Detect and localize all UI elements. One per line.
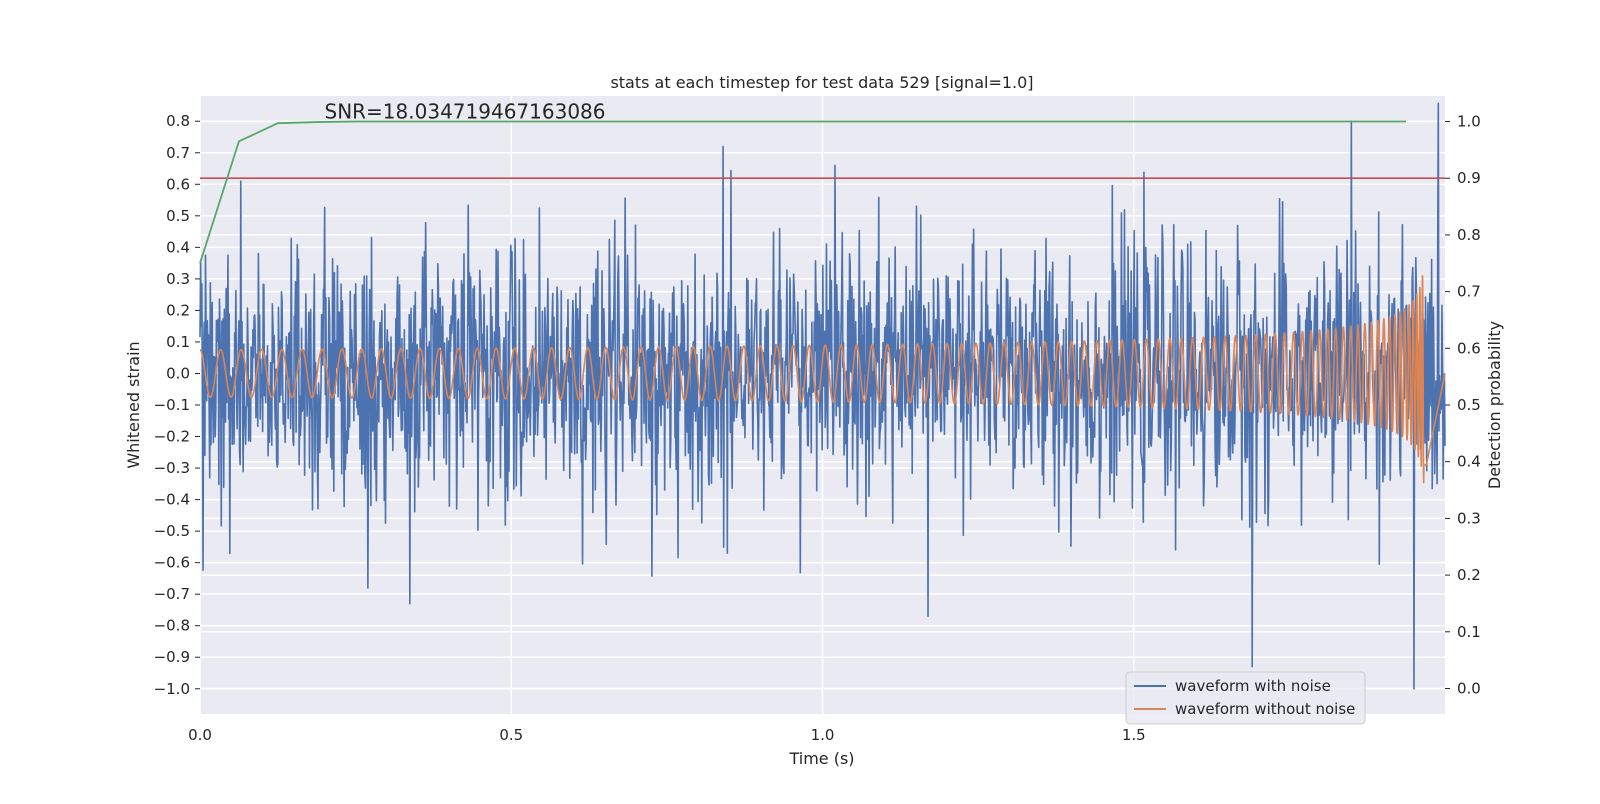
y-tick-label: 0.5 — [166, 207, 190, 225]
y2-tick-label: 1.0 — [1457, 113, 1481, 131]
series-waveform-without-noise — [199, 274, 1446, 484]
y2-tick-label: 0.0 — [1457, 679, 1481, 697]
y2-tick-label: 0.6 — [1457, 339, 1481, 357]
chart-title: stats at each timestep for test data 529… — [610, 73, 1033, 92]
snr-annotation: SNR=18.034719467163086 — [325, 100, 606, 124]
y-tick-label: 0.3 — [166, 270, 190, 288]
x-tick-label: 1.0 — [811, 726, 835, 744]
y2-tick-label: 0.7 — [1457, 283, 1481, 301]
series-detection-probability — [199, 120, 1407, 264]
series-layer — [199, 102, 1446, 690]
y-tick-label: 0.2 — [166, 301, 190, 319]
y-tick-label: −0.6 — [154, 554, 190, 572]
x-axis-label: Time (s) — [788, 749, 854, 768]
legend-label-clean: waveform without noise — [1175, 700, 1355, 718]
y-tick-label: −0.7 — [154, 585, 190, 603]
y2-axis-ticks: 0.0 0.1 0.2 0.3 0.4 0.5 0.6 0.7 0.8 0.9 1.0 — [1445, 113, 1481, 697]
y2-tick-label: 0.1 — [1457, 623, 1481, 641]
y2-tick-label: 0.2 — [1457, 566, 1481, 584]
y2-tick-label: 0.5 — [1457, 396, 1481, 414]
y-tick-label: −0.1 — [154, 396, 190, 414]
y-tick-label: 0.7 — [166, 144, 190, 162]
y-tick-label: −0.3 — [154, 459, 190, 477]
y2-tick-label: 0.9 — [1457, 169, 1481, 187]
y-tick-label: −1.0 — [154, 680, 190, 698]
y-tick-label: 0.6 — [166, 175, 190, 193]
y2-tick-label: 0.8 — [1457, 226, 1481, 244]
x-axis-ticks: 0.0 0.5 1.0 1.5 — [188, 726, 1146, 744]
x-tick-label: 0.0 — [188, 726, 212, 744]
y2-axis-label: Detection probability — [1485, 321, 1504, 489]
legend: waveform with noise waveform without noi… — [1125, 671, 1366, 725]
y-axis-ticks: −1.0 −0.9 −0.8 −0.7 −0.6 −0.5 −0.4 −0.3 −0.2 −0.1… — [154, 112, 200, 698]
legend-label-noisy: waveform with noise — [1175, 677, 1331, 695]
y-tick-label: −0.2 — [154, 428, 190, 446]
x-tick-label: 0.5 — [499, 726, 523, 744]
y-tick-label: 0.0 — [166, 364, 190, 382]
legend-box — [1125, 671, 1366, 725]
y-tick-label: −0.8 — [154, 617, 190, 635]
y2-tick-label: 0.4 — [1457, 453, 1481, 471]
y-tick-label: 0.1 — [166, 333, 190, 351]
y-tick-label: −0.9 — [154, 648, 190, 666]
y-tick-label: 0.8 — [166, 112, 190, 130]
y-tick-label: −0.4 — [154, 491, 190, 509]
y-axis-label: Whitened strain — [124, 341, 143, 468]
y2-tick-label: 0.3 — [1457, 509, 1481, 527]
y-tick-label: 0.4 — [166, 238, 190, 256]
y-tick-label: −0.5 — [154, 522, 190, 540]
x-tick-label: 1.5 — [1122, 726, 1146, 744]
